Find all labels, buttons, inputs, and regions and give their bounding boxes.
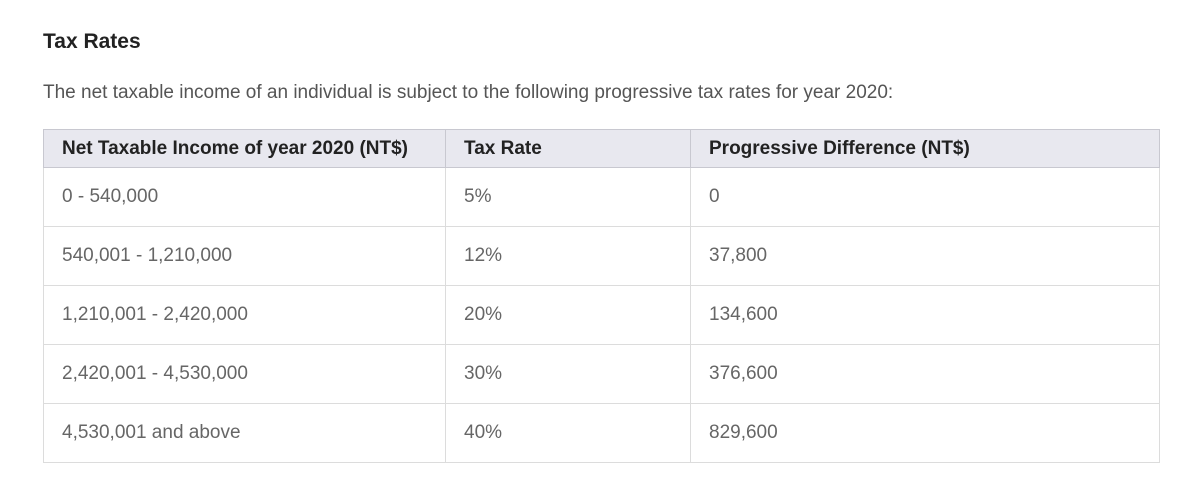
header-cell: Tax Rate xyxy=(445,129,691,168)
table-cell: 20% xyxy=(445,285,691,345)
table-row: 0 - 540,000 5% 0 xyxy=(43,167,1160,227)
table-cell: 0 - 540,000 xyxy=(43,167,446,227)
tax-table: Net Taxable Income of year 2020 (NT$) Tax… xyxy=(43,129,1160,463)
table-cell: 376,600 xyxy=(690,344,1160,404)
table-row: 540,001 - 1,210,000 12% 37,800 xyxy=(43,226,1160,286)
table-cell: 1,210,001 - 2,420,000 xyxy=(43,285,446,345)
table-cell: 40% xyxy=(445,403,691,463)
table-cell: 4,530,001 and above xyxy=(43,403,446,463)
title: Tax Rates xyxy=(43,30,141,53)
table-cell: 134,600 xyxy=(690,285,1160,345)
header-cell: Progressive Difference (NT$) xyxy=(690,129,1160,168)
table-body: 0 - 540,000 5% 0 540,001 - 1,210,000 12% 37,8… xyxy=(43,167,1160,463)
header-cell: Net Taxable Income of year 2020 (NT$) xyxy=(43,129,446,168)
table-cell: 829,600 xyxy=(690,403,1160,463)
table-cell: 540,001 - 1,210,000 xyxy=(43,226,446,286)
table-cell: 37,800 xyxy=(690,226,1160,286)
table-row: 2,420,001 - 4,530,000 30% 376,600 xyxy=(43,344,1160,404)
table-row: 4,530,001 and above 40% 829,600 xyxy=(43,403,1160,463)
table-cell: 12% xyxy=(445,226,691,286)
table-cell: 30% xyxy=(445,344,691,404)
table-cell: 0 xyxy=(690,167,1160,227)
table-row: 1,210,001 - 2,420,000 20% 134,600 xyxy=(43,285,1160,345)
header-row: Net Taxable Income of year 2020 (NT$) Tax… xyxy=(43,129,1160,168)
intro: The net taxable income of an individual … xyxy=(43,82,894,103)
table-cell: 2,420,001 - 4,530,000 xyxy=(43,344,446,404)
table-cell: 5% xyxy=(445,167,691,227)
